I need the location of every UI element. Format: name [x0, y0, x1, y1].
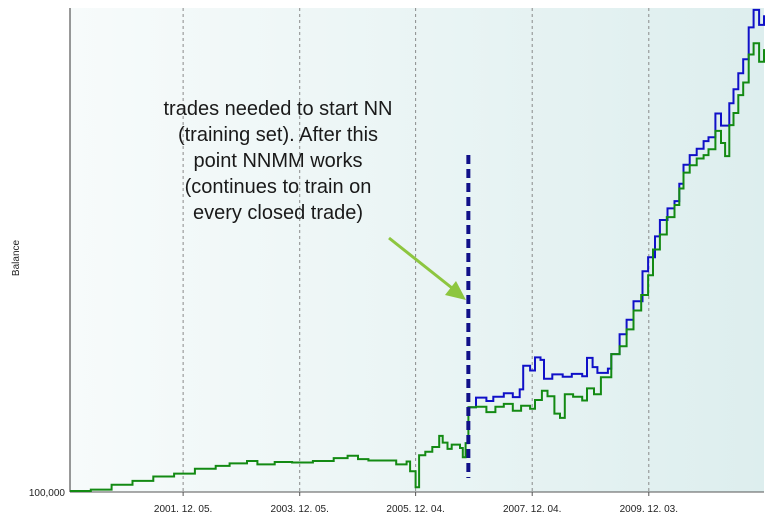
annotation-line-3: point NNMM works — [194, 150, 363, 172]
annotation-line-1: trades needed to start NN — [163, 98, 392, 120]
annotation-line-5: every closed trade) — [193, 202, 363, 224]
y-axis-label: Balance — [11, 239, 22, 276]
series-line-base — [70, 42, 765, 492]
y-tick-label: 100,000 — [29, 488, 66, 499]
grid-lines — [182, 8, 650, 492]
arrow-shaft — [388, 236, 453, 290]
annotation-line-2: (training set). After this — [178, 124, 378, 146]
annotation-arrow — [388, 236, 466, 300]
series-layer — [70, 8, 765, 492]
annotation-text: trades needed to start NN (training set)… — [163, 98, 392, 224]
x-tick-label: 2001. 12. 05. — [154, 504, 212, 515]
x-tick-label: 2007. 12. 04. — [503, 504, 561, 515]
annotation-line-4: (continues to train on — [185, 176, 372, 198]
x-tick-label: 2003. 12. 05. — [271, 504, 329, 515]
x-tick-labels: 2001. 12. 05. 2003. 12. 05. 2005. 12. 04. 2… — [154, 492, 678, 515]
arrow-head — [445, 281, 466, 300]
x-tick-label: 2005. 12. 04. — [386, 504, 444, 515]
x-tick-label: 2009. 12. 03. — [620, 504, 678, 515]
